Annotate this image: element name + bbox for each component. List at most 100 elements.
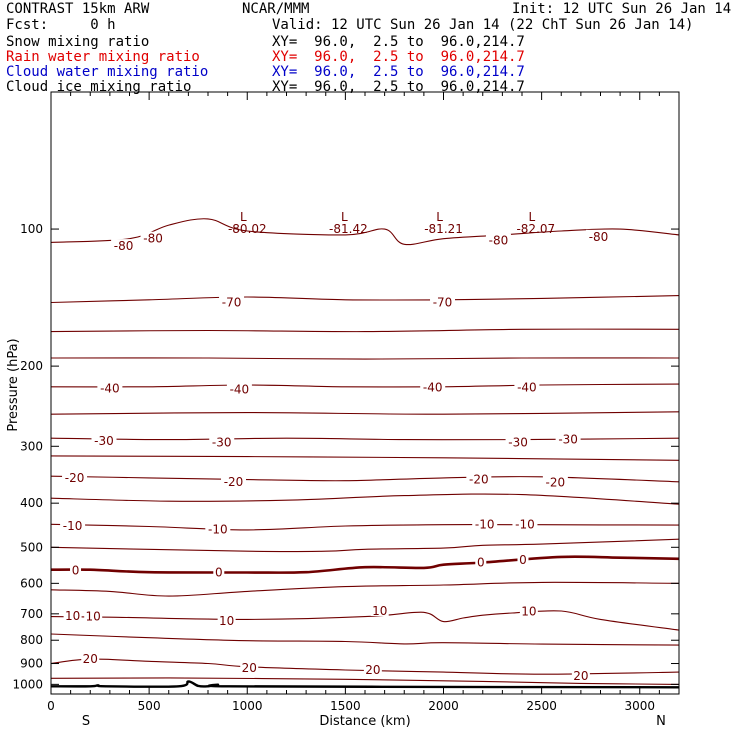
contour-label: -70 — [222, 296, 242, 310]
contour-label: 10 — [86, 610, 101, 624]
low-marker: L — [240, 210, 247, 224]
contour-label: 10 — [219, 614, 234, 628]
contour-label: -30 — [508, 435, 528, 449]
contour-line — [51, 437, 679, 441]
contour-label-bg — [209, 435, 235, 448]
y-tick-label: 900 — [20, 657, 43, 671]
contour-label: 20 — [242, 661, 257, 675]
contour-line — [51, 357, 679, 360]
contour-label-bg — [542, 475, 568, 488]
contour-line — [51, 411, 679, 415]
x-tick-label: 2000 — [428, 699, 459, 713]
y-tick-label: 500 — [20, 540, 43, 554]
contour-label-bg — [91, 433, 117, 446]
contour-label: 0 — [72, 563, 80, 577]
org-label: NCAR/MMM — [242, 1, 310, 17]
contour-line — [51, 295, 679, 304]
contour-label: -30 — [212, 435, 232, 449]
contour-label: -10 — [475, 518, 495, 532]
y-tick-label: 700 — [20, 607, 43, 621]
contour-label: -80 — [589, 230, 609, 244]
contour-line — [51, 455, 679, 461]
plot-frame — [50, 91, 680, 695]
legend-rain: Rain water mixing ratio — [6, 49, 200, 65]
contour-line — [51, 658, 679, 675]
contour-label-bg — [555, 432, 581, 445]
contour-label-bg — [370, 603, 389, 616]
contour-label: 0 — [477, 556, 485, 570]
contour-label: -40 — [423, 381, 443, 395]
contour-label: -80 — [114, 239, 134, 253]
legend-cloud-water: Cloud water mixing ratio — [6, 64, 209, 80]
contour-label: -40 — [100, 382, 120, 396]
low-marker: L — [436, 210, 443, 224]
contour-line — [51, 610, 679, 631]
south-end-label: S — [82, 714, 90, 729]
contour-label: -20 — [65, 471, 85, 485]
y-tick-label: 800 — [20, 633, 43, 647]
contour-label-bg — [475, 555, 487, 568]
temperature-contours — [51, 218, 679, 689]
contour-label: 20 — [83, 652, 98, 666]
y-tick-label: 200 — [20, 359, 43, 373]
contour-label-bg — [420, 380, 446, 393]
forecast-hour: Fcst: 0 h — [6, 17, 116, 33]
contour-label-bg — [63, 609, 82, 622]
x-tick-label: 0 — [47, 699, 55, 713]
contour-label-bg — [466, 472, 492, 485]
low-value-label: -81.42 — [329, 222, 368, 236]
contour-label-bg — [217, 613, 236, 626]
plot-axes: 0 500 1000 1500 2000 2500 30001002003004005006… — [12, 91, 680, 713]
x-tick-label: 2500 — [526, 699, 557, 713]
contour-label-bg — [485, 233, 511, 246]
contour-label-bg — [81, 652, 100, 665]
contour-label: 10 — [65, 609, 80, 623]
contour-label: -20 — [224, 475, 244, 489]
contour-label: 0 — [215, 566, 223, 580]
contour-label-bg — [226, 382, 252, 395]
x-tick-label: 1000 — [232, 699, 263, 713]
legend-rain-xy: XY= 96.0, 2.5 to 96.0,214.7 — [272, 49, 525, 65]
contour-label-bg — [60, 519, 86, 532]
legend-snow-xy: XY= 96.0, 2.5 to 96.0,214.7 — [272, 34, 525, 50]
x-axis-label: Distance (km) — [319, 714, 410, 729]
contour-label-bg — [84, 609, 103, 622]
contour-label: 0 — [519, 553, 527, 567]
y-tick-label: 300 — [20, 439, 43, 453]
legend-cloud-ice-xy: XY= 96.0, 2.5 to 96.0,214.7 — [272, 79, 525, 95]
contour-label-bg — [140, 231, 166, 244]
contour-label: -30 — [94, 434, 114, 448]
contour-label: -10 — [63, 519, 83, 533]
contour-label: -70 — [433, 296, 453, 310]
low-value-label: -81.21 — [424, 222, 463, 236]
contour-labels: -80 -80 -80 -80 -70 -70 -40 -40 -40 -40 -30 -30 -30 -… — [60, 210, 612, 683]
contour-label-bg — [514, 380, 540, 393]
contour-label-bg — [505, 435, 531, 448]
low-marker: L — [341, 210, 348, 224]
contour-line — [51, 581, 679, 597]
contour-line — [51, 475, 679, 483]
low-value-label: -80.02 — [228, 222, 267, 236]
x-tick-label: 3000 — [624, 699, 655, 713]
contour-label: 10 — [372, 604, 387, 618]
contour-label-bg — [205, 522, 231, 535]
contour-label-bg — [363, 663, 382, 676]
x-tick-label: 1500 — [330, 699, 361, 713]
contour-label-bg — [586, 229, 612, 242]
contour-label-bg — [219, 295, 245, 308]
contour-label-bg — [571, 668, 590, 681]
contour-label: -80 — [489, 234, 509, 248]
contour-line — [51, 218, 679, 246]
contour-label-bg — [472, 517, 498, 530]
contour-label: 10 — [521, 605, 536, 619]
contour-label-bg — [97, 381, 123, 394]
contour-label-bg — [70, 563, 82, 576]
north-end-label: N — [656, 714, 666, 729]
y-tick-label: 600 — [20, 576, 43, 590]
contour-line — [51, 383, 679, 388]
contour-line — [51, 677, 679, 685]
legend-snow: Snow mixing ratio — [6, 34, 150, 50]
contour-label: -40 — [230, 382, 250, 396]
terrain-line — [51, 680, 679, 689]
